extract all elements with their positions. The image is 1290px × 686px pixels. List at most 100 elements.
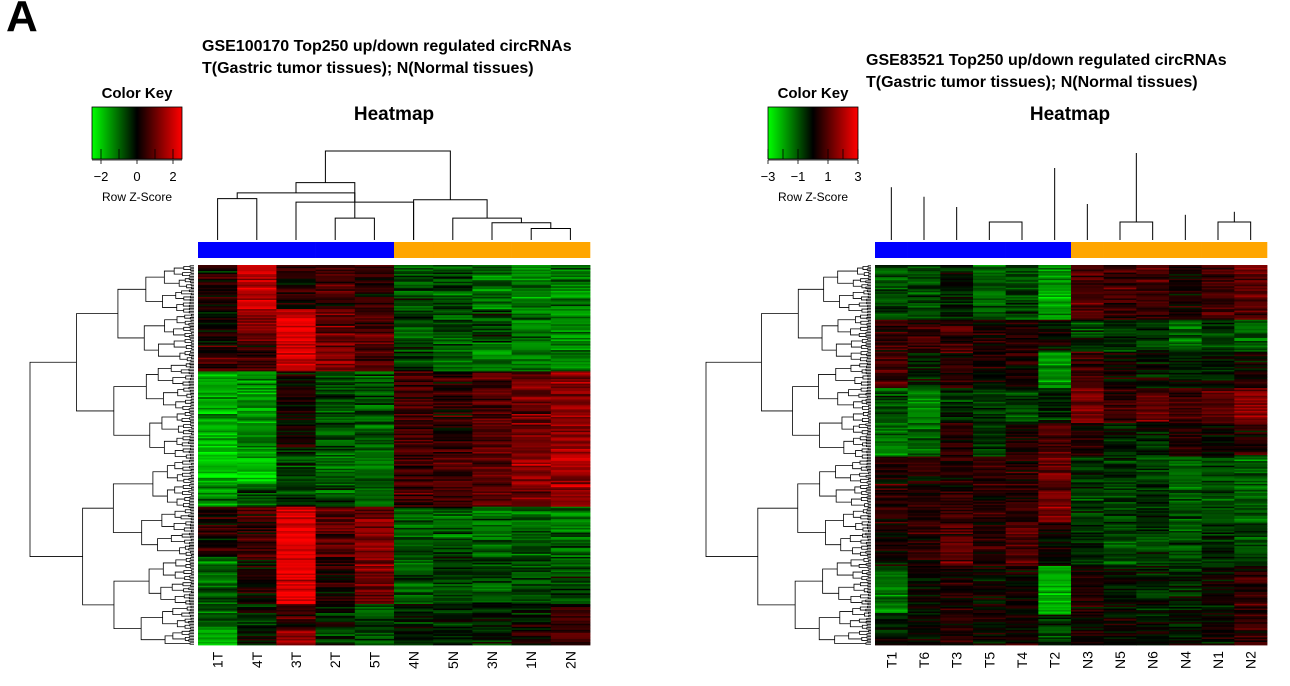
heatmap-cell: [940, 410, 974, 413]
heatmap-cell: [550, 540, 591, 543]
heatmap-cell: [1005, 362, 1039, 365]
heatmap-cell: [550, 637, 591, 640]
heatmap-cell: [940, 321, 974, 324]
row-dendrogram-link: [189, 383, 194, 387]
heatmap-cell: [433, 596, 473, 599]
heatmap-cell: [1201, 541, 1235, 544]
heatmap-cell: [1136, 523, 1170, 526]
heatmap-cell: [472, 342, 512, 345]
heatmap-cell: [198, 523, 238, 526]
heatmap-cell: [511, 532, 552, 535]
heatmap-cell: [1136, 336, 1170, 339]
heatmap-cell: [1071, 304, 1105, 307]
column-dendrogram-link: [295, 182, 356, 219]
row-dendrogram-link: [162, 611, 178, 625]
row-dendrogram-link: [189, 298, 194, 302]
heatmap-cell: [940, 371, 974, 374]
row-dendrogram-link: [189, 466, 194, 469]
heatmap-cell: [198, 306, 238, 308]
heatmap-cell: [1005, 265, 1039, 267]
heatmap-cell: [198, 561, 238, 564]
heatmap-cell: [1005, 465, 1039, 468]
heatmap-cell: [1201, 491, 1235, 494]
heatmap-cell: [433, 626, 473, 629]
heatmap-cell: [472, 441, 512, 444]
heatmap-cell: [1005, 485, 1039, 488]
heatmap-cell: [875, 450, 909, 453]
heatmap-cell: [1169, 541, 1203, 544]
heatmap-cell: [511, 462, 552, 465]
heatmap-cell: [511, 616, 552, 619]
heatmap-cell: [1103, 514, 1137, 517]
heatmap-cell: [198, 483, 238, 486]
heatmap-cell: [237, 303, 277, 305]
heatmap-cell: [1103, 274, 1137, 277]
heatmap-cell: [472, 301, 512, 304]
row-dendrogram-link: [190, 283, 194, 286]
heatmap-cell: [1169, 359, 1203, 362]
heatmap-cell: [315, 541, 356, 544]
heatmap-cell: [315, 524, 356, 527]
row-dendrogram-link: [182, 485, 192, 489]
heatmap-cell: [433, 420, 473, 422]
heatmap-cell: [394, 489, 434, 492]
heatmap-cell: [237, 470, 277, 473]
heatmap-cell: [907, 382, 941, 384]
heatmap-cell: [354, 430, 395, 433]
heatmap-cell: [940, 309, 974, 311]
heatmap-cell: [354, 467, 395, 470]
heatmap-cell: [1103, 436, 1137, 439]
heatmap-cell: [875, 483, 909, 486]
heatmap-cell: [472, 565, 512, 568]
heatmap-cell: [550, 455, 591, 457]
heatmap-cell: [354, 559, 395, 562]
heatmap-cell: [198, 455, 238, 457]
heatmap-cell: [1169, 368, 1203, 371]
heatmap-cell: [940, 450, 974, 453]
heatmap-cell: [433, 439, 473, 442]
heatmap-cell: [472, 534, 512, 536]
heatmap-cell: [354, 366, 395, 369]
heatmap-cell: [1005, 391, 1039, 394]
heatmap-cell: [354, 341, 395, 343]
heatmap-cell: [237, 426, 277, 429]
heatmap-cell: [1071, 515, 1105, 518]
heatmap-cell: [1005, 274, 1039, 277]
heatmap-cell: [394, 426, 434, 429]
heatmap-cell: [1169, 451, 1203, 454]
heatmap-cell: [237, 410, 277, 413]
heatmap-cell: [907, 304, 941, 307]
row-dendrogram-link: [183, 424, 192, 429]
heatmap-cell: [276, 538, 316, 541]
heatmap-cell: [1038, 488, 1072, 491]
heatmap-cell: [1103, 365, 1137, 368]
heatmap-cell: [237, 281, 277, 284]
heatmap-cell: [1234, 354, 1268, 357]
heatmap-cell: [394, 588, 434, 591]
heatmap-cell: [276, 368, 316, 371]
heatmap-cell: [354, 310, 395, 313]
heatmap-cell: [198, 613, 238, 615]
heatmap-cell: [1169, 375, 1203, 378]
heatmap-cell: [550, 371, 591, 374]
heatmap-cell: [1005, 336, 1039, 339]
heatmap-cell: [1071, 474, 1105, 477]
heatmap-cell: [354, 527, 395, 530]
heatmap-cell: [315, 637, 356, 640]
row-dendrogram-link: [189, 578, 194, 581]
heatmap-cell: [354, 299, 395, 302]
heatmap-cell: [276, 351, 316, 354]
heatmap-cell: [237, 613, 277, 615]
heatmap-cell: [276, 544, 316, 547]
heatmap-cell: [315, 423, 356, 425]
heatmap-cell: [907, 303, 941, 305]
heatmap-cell: [433, 540, 473, 543]
heatmap-cell: [1005, 486, 1039, 489]
heatmap-cell: [1169, 470, 1203, 473]
heatmap-cell: [1071, 333, 1105, 336]
heatmap-cell: [315, 562, 356, 565]
heatmap-cell: [1201, 295, 1235, 298]
heatmap-cell: [198, 318, 238, 321]
heatmap-cell: [511, 476, 552, 479]
heatmap-cell: [354, 453, 395, 456]
